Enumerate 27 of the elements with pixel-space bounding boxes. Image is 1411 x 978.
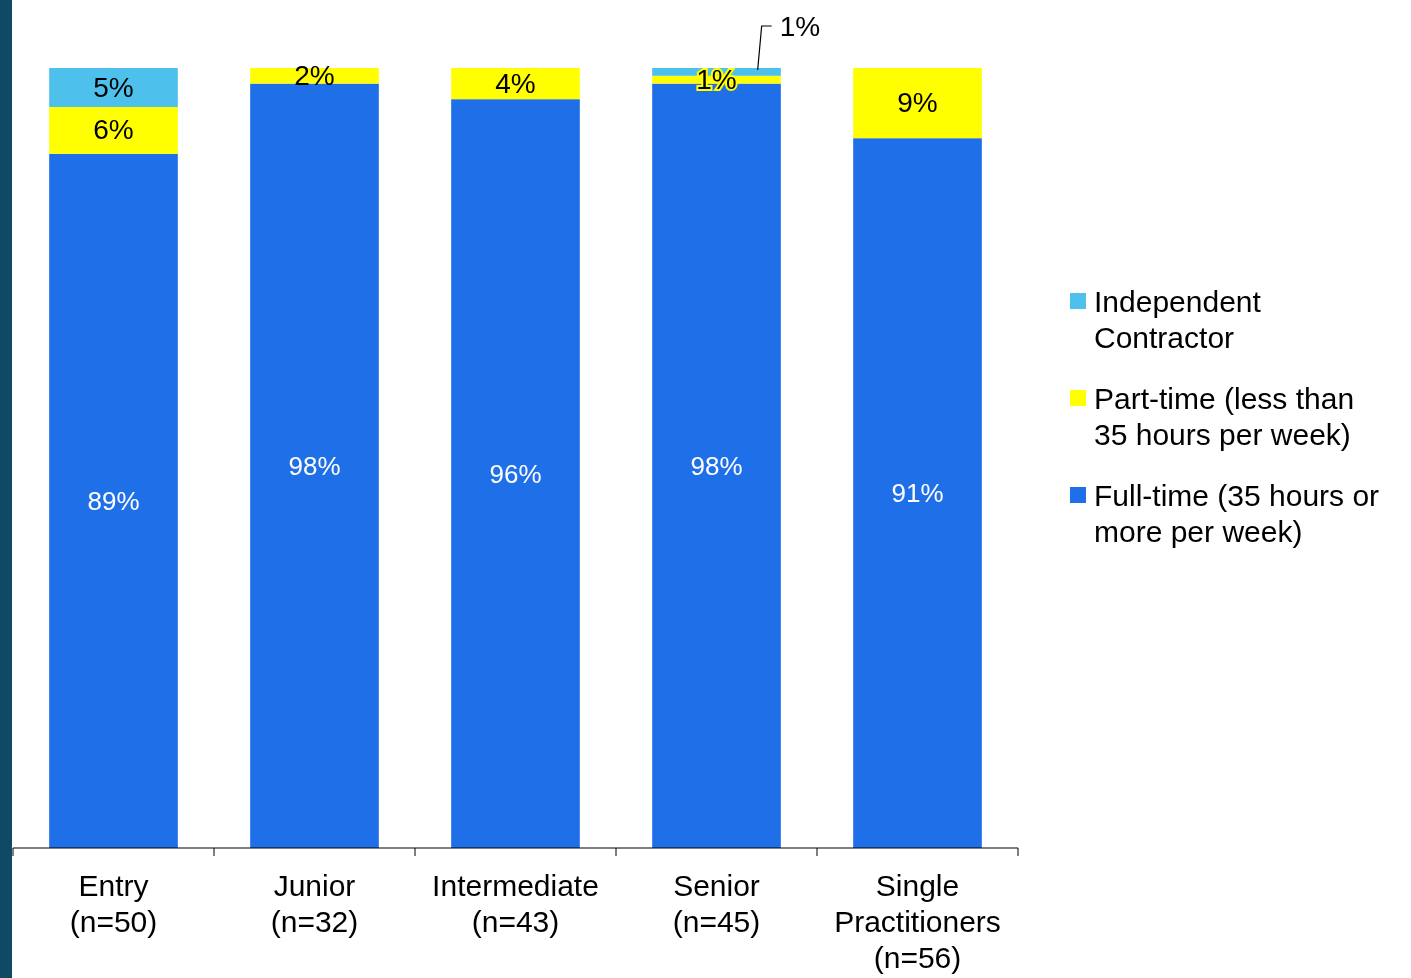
legend-label: Full-time (35 hours or more per week) <box>1094 479 1380 548</box>
bar <box>451 99 580 848</box>
bar <box>250 83 379 848</box>
x-tick-label: Single Practitioners (n=56) <box>834 869 1001 974</box>
data-label: 5% <box>93 71 134 103</box>
x-tick-label: Junior (n=32) <box>270 869 359 938</box>
legend-label: Independent Contractor <box>1094 285 1262 354</box>
data-label: 96% <box>489 458 542 489</box>
data-label: 9% <box>897 87 938 119</box>
data-label: 91% <box>891 478 944 509</box>
bar <box>451 68 580 100</box>
data-label: 89% <box>87 485 140 516</box>
data-label: 4% <box>495 67 536 99</box>
bar <box>853 68 982 139</box>
legend-label: Part-time (less than 35 hours per week) <box>1094 382 1355 451</box>
bar <box>853 138 982 848</box>
data-label: 98% <box>288 450 341 481</box>
x-tick-label: Entry (n=50) <box>69 869 158 938</box>
bar <box>49 107 178 154</box>
x-tick-label: Senior (n=45) <box>672 869 761 938</box>
data-label: 6% <box>93 114 134 146</box>
bar <box>49 153 178 848</box>
bar <box>49 68 178 107</box>
data-label: 2% <box>294 59 335 91</box>
data-label: 98% <box>690 450 743 481</box>
data-label: 1% <box>779 11 821 42</box>
x-tick-label: Intermediate (n=43) <box>432 869 599 938</box>
